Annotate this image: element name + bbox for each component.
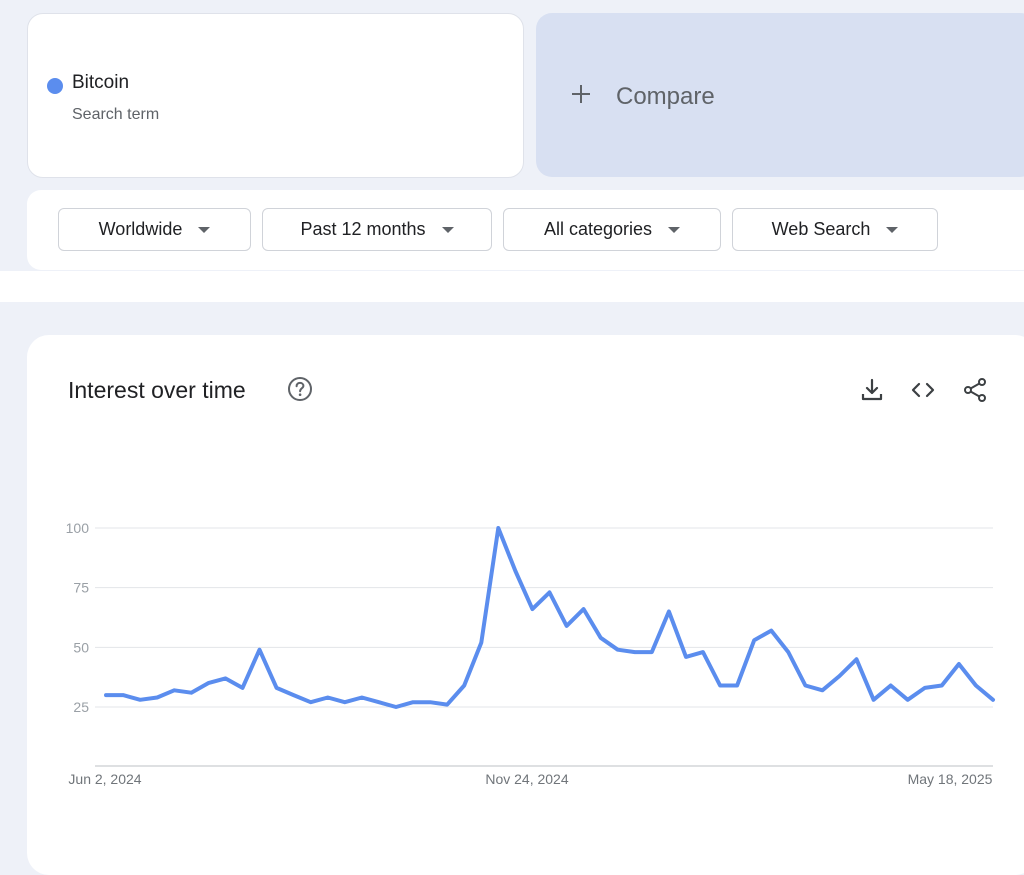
x-tick-label: May 18, 2025 bbox=[908, 771, 993, 787]
search-type-filter-dropdown[interactable]: Web Search bbox=[732, 208, 938, 251]
y-tick-label: 75 bbox=[73, 580, 89, 596]
share-icon[interactable] bbox=[962, 377, 988, 403]
plus-icon bbox=[572, 85, 590, 103]
search-type-filter-label: Web Search bbox=[771, 219, 871, 239]
chart-series-layer bbox=[104, 526, 995, 709]
caret-down-icon bbox=[668, 226, 681, 233]
section-divider bbox=[0, 271, 1024, 302]
caret-down-icon bbox=[886, 226, 899, 233]
x-tick-label: Jun 2, 2024 bbox=[68, 771, 141, 787]
caret-down-icon bbox=[441, 226, 454, 233]
category-filter-dropdown[interactable]: All categories bbox=[503, 208, 721, 251]
compare-button[interactable]: Compare bbox=[536, 13, 1024, 177]
compare-label: Compare bbox=[616, 83, 715, 110]
region-filter-label: Worldwide bbox=[98, 219, 183, 239]
interest-line-chart: 100 75 50 25 Jun 2, 2024 Nov 24, 2024 May 18,… bbox=[66, 520, 995, 787]
search-term-name: Bitcoin bbox=[72, 72, 130, 93]
time-range-filter-dropdown[interactable]: Past 12 months bbox=[262, 208, 492, 251]
search-term-card[interactable]: Bitcoin Search term bbox=[27, 13, 524, 178]
interest-over-time-card: Interest over time 100 75 50 25 Jun 2, 2024… bbox=[27, 335, 1024, 875]
y-tick-label: 25 bbox=[73, 699, 89, 715]
category-filter-label: All categories bbox=[543, 219, 653, 239]
chart-title: Interest over time bbox=[68, 377, 246, 403]
help-icon[interactable] bbox=[287, 376, 313, 402]
chart-x-axis: Jun 2, 2024 Nov 24, 2024 May 18, 2025 bbox=[68, 765, 993, 787]
x-tick-label: Nov 24, 2024 bbox=[485, 771, 568, 787]
series-color-dot bbox=[47, 78, 63, 94]
search-term-type: Search term bbox=[72, 106, 160, 123]
y-tick-label: 100 bbox=[66, 520, 90, 536]
caret-down-icon bbox=[198, 226, 211, 233]
download-icon[interactable] bbox=[859, 377, 885, 403]
y-tick-label: 50 bbox=[73, 639, 89, 655]
region-filter-dropdown[interactable]: Worldwide bbox=[58, 208, 251, 251]
embed-icon[interactable] bbox=[910, 377, 936, 403]
time-range-filter-label: Past 12 months bbox=[300, 219, 426, 239]
filters-bar: Worldwide Past 12 months All categories … bbox=[27, 190, 1024, 270]
series-line-bitcoin bbox=[104, 526, 995, 709]
chart-grid: 100 75 50 25 bbox=[66, 520, 993, 715]
